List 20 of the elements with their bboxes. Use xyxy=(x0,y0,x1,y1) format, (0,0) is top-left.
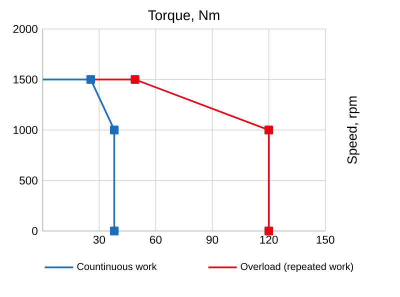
point xyxy=(110,226,119,236)
x-tick-label: 120 xyxy=(260,236,278,244)
x-axis-title: Torque, Nm xyxy=(148,10,220,23)
y-axis-title: Speed, rpm xyxy=(347,96,360,164)
point xyxy=(264,126,274,134)
x-tick-label: 90 xyxy=(206,236,218,244)
y-tick-label: 1500 xyxy=(14,76,38,84)
y-tick-label: 1000 xyxy=(14,126,38,134)
point xyxy=(264,226,274,236)
y-tick-label: 2000 xyxy=(13,25,38,34)
point xyxy=(130,75,140,84)
point xyxy=(86,75,96,84)
legend-label: Overload (repeated work) xyxy=(240,262,354,272)
y-tick-label: 500 xyxy=(20,176,38,185)
x-tick-label: 150 xyxy=(316,236,334,244)
legend-label: Countinuous work xyxy=(77,262,157,270)
x-tick-label: 60 xyxy=(150,236,162,244)
x-tick-label: 30 xyxy=(93,236,106,244)
y-tick-label: 0 xyxy=(32,226,38,236)
point xyxy=(110,126,119,134)
